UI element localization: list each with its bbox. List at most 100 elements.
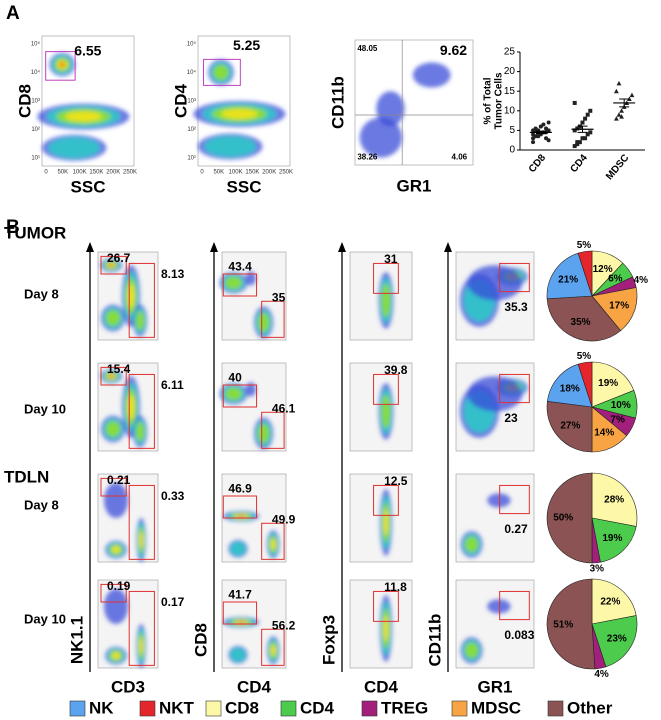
gate-value: 8.13 <box>161 267 185 281</box>
density-level <box>105 421 121 437</box>
pie-label: 19% <box>598 378 618 389</box>
x-tick-label: 0 <box>44 170 48 176</box>
x-tick-label: CD8 <box>527 152 549 175</box>
pie-slice <box>591 517 637 563</box>
pie-slice <box>546 252 593 300</box>
gate <box>261 522 285 560</box>
gate <box>100 366 127 386</box>
y-axis-label: CD8 <box>191 623 210 657</box>
data-point <box>613 116 619 121</box>
pie-slice <box>546 578 596 670</box>
error-bar <box>577 125 588 133</box>
pie-label: 4% <box>634 275 649 286</box>
error-bar <box>535 130 546 135</box>
density-level <box>65 111 102 122</box>
y-tick-label: 25 <box>504 47 516 58</box>
gate-value: 0.21 <box>107 473 131 487</box>
gate-value: 39.8 <box>384 363 408 377</box>
pie-label: 22% <box>600 596 620 607</box>
arrow-head <box>86 242 94 252</box>
y-tick-label: 10⁵ <box>31 41 41 48</box>
y-tick-label: 10⁵ <box>187 41 197 48</box>
x-tick-label: 200K <box>262 170 276 176</box>
y-tick-label: 10² <box>31 127 40 133</box>
gate-value: 0.19 <box>107 579 131 593</box>
pie-slice <box>577 250 593 297</box>
legend-label: TREG <box>381 698 428 717</box>
gate-value: 4.06 <box>452 153 468 162</box>
y-tick-label: 10⁴ <box>31 69 41 76</box>
y-axis-label: % of Total <box>483 77 494 124</box>
pie-slice <box>547 363 593 408</box>
x-tick-label: 100K <box>229 170 243 176</box>
density-level <box>230 541 246 556</box>
gate-value: 11.8 <box>384 580 407 594</box>
gate-value: 0.27 <box>504 522 528 536</box>
data-point <box>583 136 588 141</box>
data-point <box>613 88 619 94</box>
density-level <box>139 531 144 549</box>
pie-slice <box>546 295 622 342</box>
density-level <box>245 382 256 397</box>
pie-label: 18% <box>560 383 580 394</box>
x-axis-label: CD4 <box>364 677 399 696</box>
gate <box>261 411 285 449</box>
density-level <box>412 62 451 88</box>
density <box>219 271 274 339</box>
density-level <box>245 271 256 286</box>
data-point <box>619 108 624 113</box>
density-level <box>467 265 523 301</box>
data-point <box>577 140 582 145</box>
data-point <box>531 140 536 145</box>
gate-value: 9.62 <box>440 42 467 58</box>
data-point <box>585 112 590 117</box>
density <box>104 588 146 668</box>
x-axis-label: SSC <box>227 177 262 196</box>
density-level <box>135 311 145 331</box>
data-point <box>588 108 593 113</box>
x-tick-label: 250K <box>279 170 293 176</box>
density-level <box>109 374 114 378</box>
gate-value: 6.11 <box>161 378 184 392</box>
density <box>459 376 528 438</box>
density-level <box>104 588 128 625</box>
pie-slice <box>591 615 638 668</box>
y-tick-label: 10¹ <box>31 156 40 162</box>
data-point <box>575 126 580 131</box>
y-tick-label: 10² <box>187 127 196 133</box>
density-level <box>204 136 256 157</box>
density-level <box>465 642 479 659</box>
x-tick-label: 200K <box>106 170 120 176</box>
pie-label: 35% <box>571 317 591 328</box>
x-tick-label: 50K <box>57 170 68 176</box>
gate <box>499 373 530 404</box>
gate <box>100 477 127 497</box>
gate-value: 56.2 <box>272 619 296 633</box>
data-point <box>616 80 622 86</box>
x-tick-label: 150K <box>245 170 259 176</box>
legend-label: CD8 <box>225 698 259 717</box>
density-level <box>237 621 245 624</box>
density <box>460 599 511 664</box>
gate <box>499 590 530 621</box>
density <box>378 383 394 440</box>
x-tick-label: 150K <box>89 170 103 176</box>
gate <box>45 51 76 81</box>
gate-value: 49.9 <box>272 513 296 527</box>
pie-slice <box>591 361 635 408</box>
pie-label: 17% <box>609 300 629 311</box>
legend-swatch <box>280 700 297 717</box>
row-label: Day 10 <box>24 611 66 626</box>
gate-value: 43.4 <box>228 260 252 274</box>
pie-label: 7% <box>610 415 625 426</box>
pie-label: 10% <box>611 400 631 411</box>
density <box>379 488 393 556</box>
density-level <box>111 546 121 554</box>
density-level <box>381 394 391 429</box>
gate-value: 15.4 <box>107 362 131 376</box>
gate-value: 46.1 <box>272 402 296 416</box>
gate <box>373 373 399 405</box>
pie-label: 3% <box>590 564 605 575</box>
x-tick-label: 100K <box>73 170 87 176</box>
arrow-head <box>210 242 218 252</box>
